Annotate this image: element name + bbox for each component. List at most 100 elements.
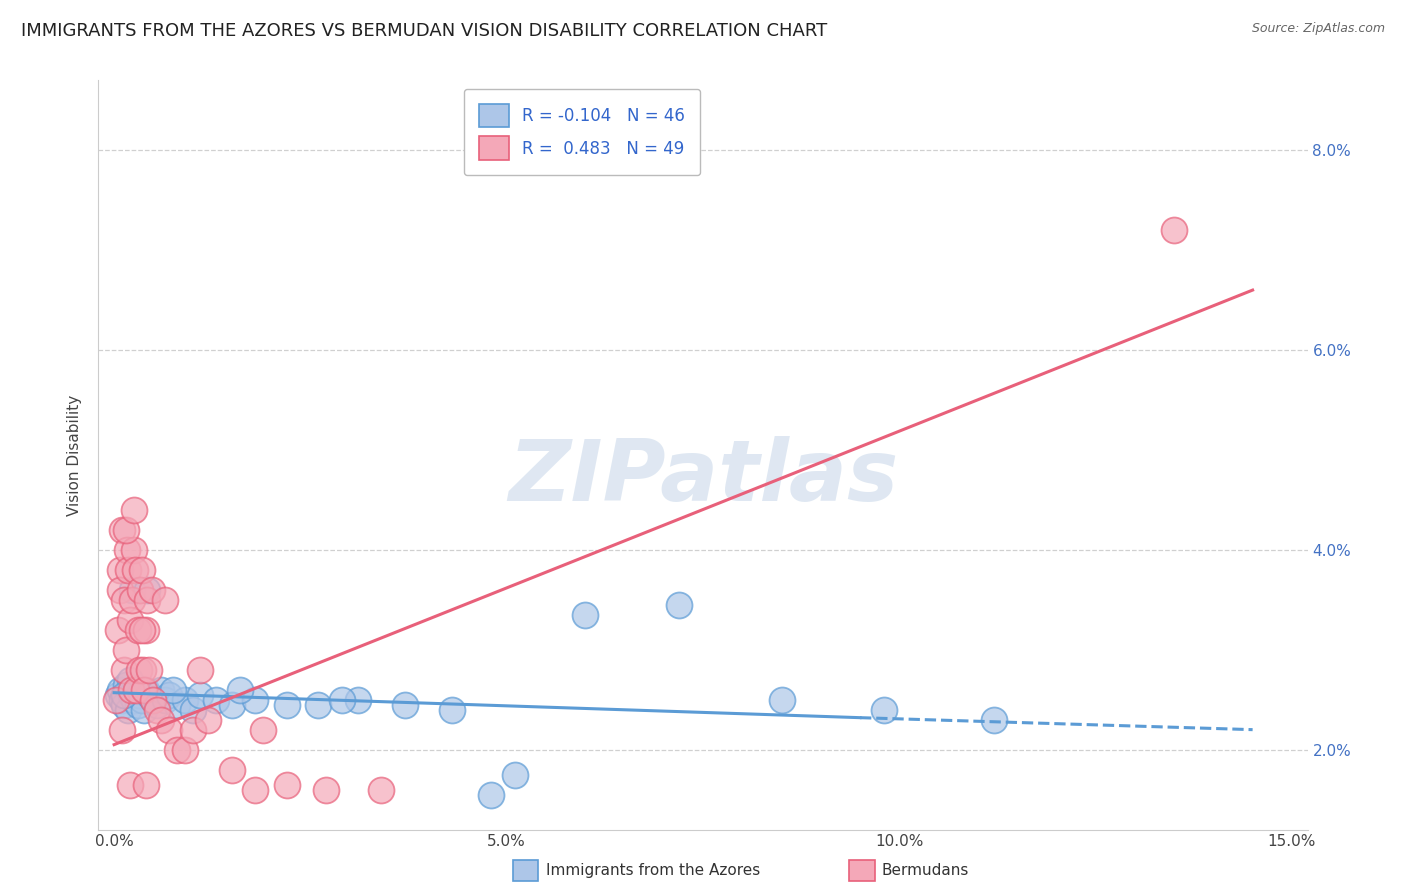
Point bbox=[129, 582, 152, 597]
Point bbox=[112, 592, 135, 607]
Point bbox=[157, 723, 180, 737]
Point bbox=[150, 682, 173, 697]
Point bbox=[440, 703, 463, 717]
Point bbox=[276, 778, 298, 792]
Point bbox=[124, 563, 146, 577]
Point bbox=[117, 542, 139, 557]
Point bbox=[146, 698, 169, 712]
Text: Immigrants from the Azores: Immigrants from the Azores bbox=[546, 863, 759, 878]
Point bbox=[181, 723, 204, 737]
Point bbox=[117, 563, 139, 577]
Point bbox=[121, 582, 143, 597]
Point bbox=[307, 698, 329, 712]
Point bbox=[118, 613, 141, 627]
Point bbox=[118, 673, 141, 687]
Point bbox=[245, 692, 267, 706]
Point bbox=[394, 698, 416, 712]
Point bbox=[112, 698, 135, 712]
Point bbox=[190, 688, 212, 702]
Point bbox=[668, 598, 690, 612]
Point bbox=[770, 692, 793, 706]
Point bbox=[146, 703, 169, 717]
Point bbox=[127, 623, 149, 637]
Point bbox=[107, 688, 129, 702]
Point bbox=[111, 523, 134, 537]
Point bbox=[197, 713, 219, 727]
Point bbox=[112, 688, 135, 702]
Point bbox=[111, 692, 134, 706]
Point bbox=[181, 703, 204, 717]
Point bbox=[135, 623, 157, 637]
Y-axis label: Vision Disability: Vision Disability bbox=[67, 394, 83, 516]
Point bbox=[125, 682, 148, 697]
Point bbox=[128, 688, 150, 702]
Point bbox=[138, 688, 160, 702]
Point bbox=[173, 692, 195, 706]
Point bbox=[136, 592, 159, 607]
Point bbox=[110, 582, 132, 597]
Point bbox=[276, 698, 298, 712]
Point bbox=[1163, 223, 1185, 237]
Point bbox=[142, 692, 165, 706]
Point bbox=[479, 788, 502, 802]
Point bbox=[150, 713, 173, 727]
Point bbox=[135, 778, 157, 792]
Text: ZIPatlas: ZIPatlas bbox=[508, 436, 898, 519]
Point bbox=[118, 778, 141, 792]
Point bbox=[107, 623, 129, 637]
Point bbox=[157, 688, 180, 702]
Point bbox=[141, 582, 163, 597]
Point bbox=[115, 523, 138, 537]
Point bbox=[111, 723, 134, 737]
Point bbox=[115, 678, 138, 692]
Point bbox=[245, 782, 267, 797]
Point bbox=[166, 742, 188, 756]
Point bbox=[121, 592, 143, 607]
Point bbox=[117, 703, 139, 717]
Point bbox=[122, 692, 145, 706]
Point bbox=[136, 582, 159, 597]
Point bbox=[131, 563, 153, 577]
Point bbox=[138, 663, 160, 677]
Point bbox=[132, 682, 155, 697]
Point bbox=[153, 592, 176, 607]
Point bbox=[166, 698, 188, 712]
Point bbox=[120, 688, 142, 702]
Point bbox=[330, 692, 353, 706]
Point bbox=[112, 663, 135, 677]
Point bbox=[120, 682, 142, 697]
Point bbox=[173, 742, 195, 756]
Text: Source: ZipAtlas.com: Source: ZipAtlas.com bbox=[1251, 22, 1385, 36]
Legend: R = -0.104   N = 46, R =  0.483   N = 49: R = -0.104 N = 46, R = 0.483 N = 49 bbox=[464, 88, 700, 175]
Point bbox=[205, 692, 228, 706]
Point bbox=[574, 607, 596, 622]
Point bbox=[132, 703, 155, 717]
Text: Bermudans: Bermudans bbox=[882, 863, 969, 878]
Point bbox=[131, 623, 153, 637]
Point bbox=[110, 682, 132, 697]
Point bbox=[229, 682, 252, 697]
Point bbox=[162, 682, 184, 697]
Point bbox=[983, 713, 1005, 727]
Point bbox=[128, 663, 150, 677]
Point bbox=[346, 692, 368, 706]
Point bbox=[108, 563, 131, 577]
Point bbox=[503, 767, 526, 781]
Point bbox=[190, 663, 212, 677]
Point bbox=[135, 682, 157, 697]
Point bbox=[115, 642, 138, 657]
Point bbox=[142, 692, 165, 706]
Text: IMMIGRANTS FROM THE AZORES VS BERMUDAN VISION DISABILITY CORRELATION CHART: IMMIGRANTS FROM THE AZORES VS BERMUDAN V… bbox=[21, 22, 827, 40]
Point bbox=[252, 723, 274, 737]
Point bbox=[122, 503, 145, 517]
Point bbox=[370, 782, 392, 797]
Point bbox=[122, 542, 145, 557]
Point bbox=[315, 782, 337, 797]
Point bbox=[221, 763, 243, 777]
Point bbox=[127, 698, 149, 712]
Point bbox=[153, 692, 176, 706]
Point bbox=[872, 703, 894, 717]
Point bbox=[131, 692, 153, 706]
Point bbox=[125, 682, 148, 697]
Point bbox=[132, 663, 155, 677]
